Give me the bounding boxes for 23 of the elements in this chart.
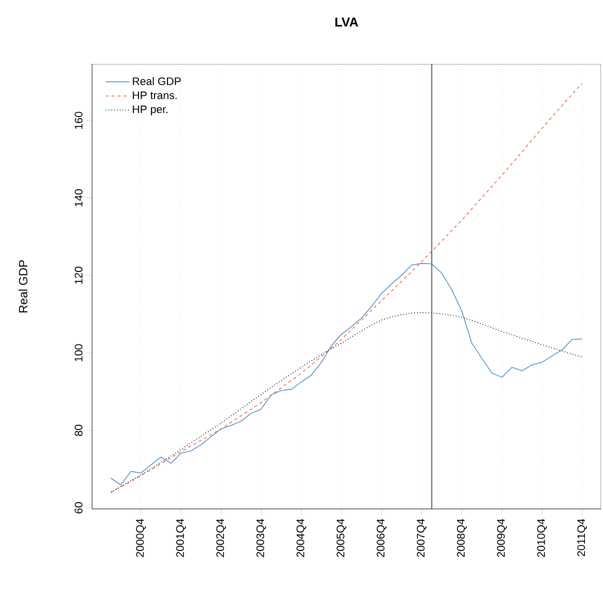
x-tick-label: 2000Q4 xyxy=(136,518,146,557)
x-tick-label: 2001Q4 xyxy=(176,518,186,557)
y-tick-label: 140 xyxy=(74,189,82,206)
x-tick-label: 2004Q4 xyxy=(296,518,306,557)
x-tick-label: 2010Q4 xyxy=(537,518,547,557)
x-tick-label: 2008Q4 xyxy=(456,518,467,557)
chart-title: LVA xyxy=(335,18,358,26)
x-tick-label: 2011Q4 xyxy=(577,518,588,556)
legend-label: HP trans. xyxy=(132,92,177,100)
x-tick-label: 2005Q4 xyxy=(336,518,346,557)
legend-label: Real GDP xyxy=(132,77,181,86)
y-tick-label: 100 xyxy=(74,344,82,362)
x-tick-label: 2003Q4 xyxy=(256,518,266,557)
y-axis-title: Real GDP xyxy=(18,260,28,312)
x-tick-label: 2002Q4 xyxy=(216,518,226,557)
y-tick-label: 120 xyxy=(74,266,82,284)
y-tick-label: 60 xyxy=(74,502,82,514)
y-tick-label: 80 xyxy=(74,424,82,436)
x-tick-label: 2007Q4 xyxy=(416,518,427,557)
y-tick-label: 160 xyxy=(74,112,82,129)
x-tick-label: 2009Q4 xyxy=(497,518,507,557)
x-tick-label: 2006Q4 xyxy=(376,518,386,557)
legend-label: HP per. xyxy=(132,106,168,116)
